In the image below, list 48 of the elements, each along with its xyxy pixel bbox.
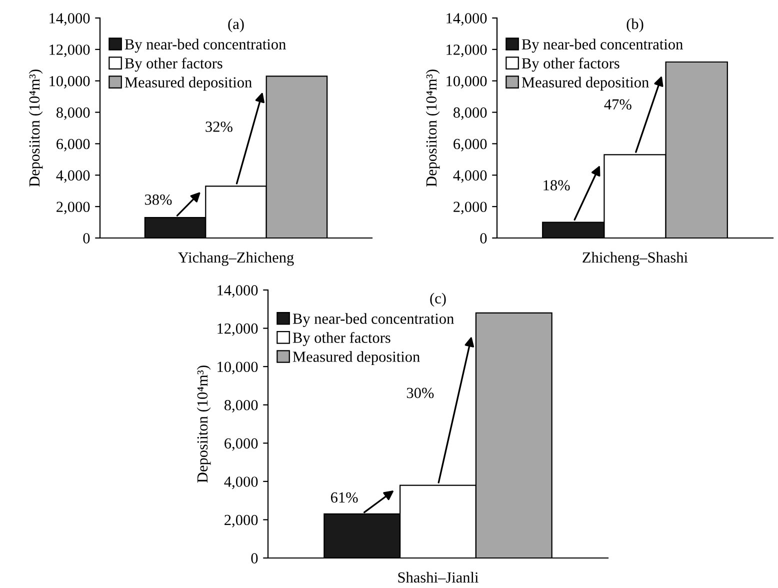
y-tick-label: 6,000 bbox=[56, 138, 90, 152]
annotation: 61% bbox=[330, 492, 358, 503]
annotation: 32% bbox=[206, 122, 232, 132]
legend-label: By other factors bbox=[292, 332, 390, 346]
y-tick-label: 10,000 bbox=[446, 76, 487, 89]
legend-label: By near-bed concentration bbox=[292, 313, 454, 328]
y-tick-label: 8,000 bbox=[453, 107, 487, 120]
y-tick-label: 0 bbox=[251, 553, 258, 564]
y-tick-label: 8,000 bbox=[224, 400, 258, 413]
legend-label: Measured deposition bbox=[124, 76, 252, 91]
y-tick-label: 14,000 bbox=[50, 13, 90, 26]
annotation: 38% bbox=[144, 194, 172, 205]
annotation: 18% bbox=[544, 180, 570, 190]
y-axis-title: Deposiiton (10⁴m³) bbox=[28, 70, 43, 187]
y-tick-label: 6,000 bbox=[224, 438, 258, 451]
legend-label: By near-bed concentration bbox=[522, 38, 683, 53]
y-tick-label: 2,000 bbox=[56, 202, 90, 214]
y-tick-label: 12,000 bbox=[218, 323, 258, 336]
y-tick-label: 12,000 bbox=[50, 44, 90, 58]
chart-title: (b) bbox=[626, 18, 644, 32]
annotation: 30% bbox=[406, 388, 434, 398]
y-tick-label: 14,000 bbox=[446, 13, 487, 26]
y-tick-label: 14,000 bbox=[218, 285, 258, 298]
chart-title: (a) bbox=[228, 18, 244, 32]
y-tick-label: 6,000 bbox=[454, 138, 487, 152]
legend-label: By near-bed concentration bbox=[124, 38, 286, 53]
y-axis-title: Deposiiton (10⁴m³) bbox=[426, 70, 440, 187]
y-tick-label: 10,000 bbox=[218, 362, 258, 374]
y-tick-label: 4,000 bbox=[56, 170, 90, 183]
y-tick-label: 10,000 bbox=[50, 76, 90, 89]
y-tick-label: 4,000 bbox=[453, 170, 487, 183]
x-tick-label: Zhicheng–Shashi bbox=[582, 252, 688, 266]
y-tick-label: 0 bbox=[480, 233, 487, 244]
annotation: 47% bbox=[604, 99, 632, 110]
legend-label: Measured deposition bbox=[292, 351, 420, 366]
legend-label: By other factors bbox=[522, 58, 620, 72]
x-tick-label: Shashi–Jianli bbox=[398, 572, 478, 583]
chart-title: (c) bbox=[430, 292, 446, 307]
y-tick-label: 12,000 bbox=[446, 44, 487, 58]
y-tick-label: 4,000 bbox=[224, 476, 258, 490]
legend-label: Measured deposition bbox=[522, 76, 649, 91]
y-axis-title: Deposiiton (10⁴m³) bbox=[196, 366, 211, 483]
y-tick-label: 8,000 bbox=[56, 107, 90, 120]
legend-label: By other factors bbox=[124, 58, 222, 72]
y-tick-label: 2,000 bbox=[224, 514, 258, 528]
y-tick-label: 0 bbox=[83, 233, 90, 244]
y-tick-label: 2,000 bbox=[454, 202, 487, 214]
x-tick-label: Yichang–Zhicheng bbox=[178, 252, 294, 266]
